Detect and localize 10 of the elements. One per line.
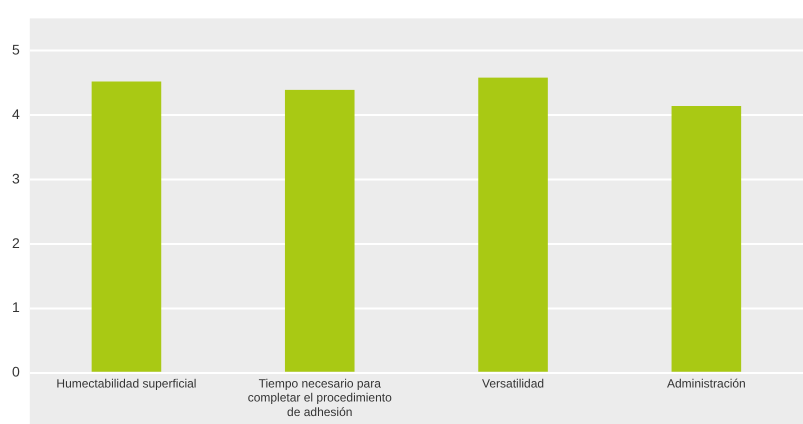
y-tick-label: 2 [12,234,20,251]
y-tick-label: 0 [12,364,20,380]
x-tick-label: Administración [666,376,746,390]
y-tick-label: 5 [12,41,20,58]
y-tick-label: 1 [12,299,20,316]
y-tick-label: 4 [12,106,20,122]
x-tick-label: Humectabilidad superficial [56,376,196,390]
x-tick-label: Versatilidad [482,376,544,390]
y-tick-label: 3 [12,170,20,186]
x-tick-label: Tiempo necesario para completar el procedimiento de adhesión [248,376,392,420]
